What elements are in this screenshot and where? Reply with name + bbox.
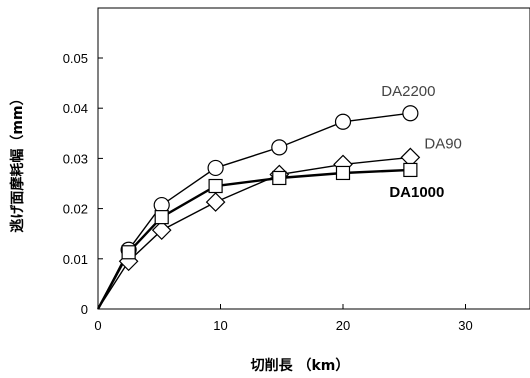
y-tick-label: 0.03	[63, 151, 88, 166]
x-tick-label: 20	[336, 318, 350, 333]
point-da2200	[334, 113, 352, 130]
y-axis-title: 逃げ面摩耗幅（mm）	[9, 91, 26, 232]
point-da1000	[335, 165, 351, 181]
point-da90	[205, 192, 226, 212]
y-tick-label: 0	[81, 302, 88, 317]
series-markers	[118, 105, 421, 272]
x-axis-title: 切削長 （km）	[251, 357, 350, 374]
point-da90	[151, 220, 172, 241]
x-tick-label: 10	[213, 318, 227, 333]
x-tick-label: 30	[458, 318, 472, 333]
point-da2200	[271, 139, 288, 156]
series-line-da1000	[96, 168, 411, 310]
y-tick-label: 0.02	[63, 202, 88, 217]
series-lines	[96, 112, 411, 310]
point-da1000	[121, 245, 136, 260]
y-tick-label: 0.05	[63, 51, 88, 66]
point-da2200	[207, 159, 224, 177]
point-da1000	[208, 178, 223, 194]
y-tick-label: 0.04	[63, 101, 88, 116]
point-da1000	[154, 210, 169, 225]
series-label-da1000: DA1000	[389, 184, 444, 201]
axis-ticks: 0 10 20 30 0 0.01 0.02 0.03 0.04 0.05	[63, 51, 473, 333]
point-da1000	[403, 162, 418, 178]
point-da2200	[402, 105, 419, 122]
series-label-da2200: DA2200	[381, 83, 435, 100]
series-label-da90: DA90	[424, 135, 462, 152]
y-tick-label: 0.01	[63, 252, 88, 267]
series-labels: DA2200 DA90 DA1000	[381, 83, 462, 201]
x-tick-label: 0	[94, 318, 101, 333]
point-da1000	[272, 170, 287, 186]
series-line-da2200	[97, 112, 411, 310]
plot-frame	[97, 7, 530, 310]
